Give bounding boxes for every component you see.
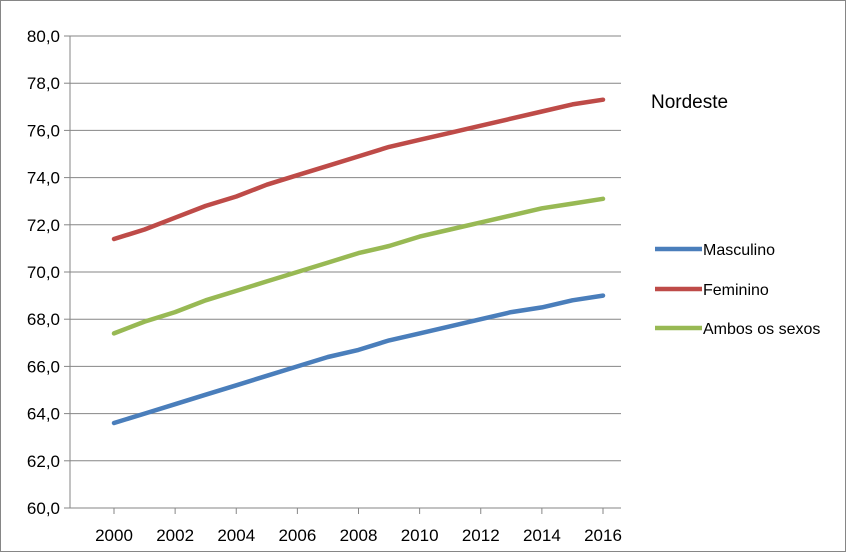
legend-label-feminino: Feminino bbox=[703, 282, 769, 299]
y-tick-label: 70,0 bbox=[27, 263, 60, 282]
y-tick-label: 80,0 bbox=[27, 27, 60, 46]
series-lines bbox=[111, 97, 606, 426]
y-tick-label: 60,0 bbox=[27, 499, 60, 518]
legend: Masculino Feminino Ambos os sexos bbox=[655, 242, 820, 338]
x-tick-label: 2002 bbox=[156, 526, 194, 545]
region-annotation: Nordeste bbox=[651, 92, 728, 113]
series-line-feminino bbox=[111, 97, 606, 242]
legend-label-ambos-os-sexos: Ambos os sexos bbox=[703, 321, 820, 338]
y-tick-label: 76,0 bbox=[27, 121, 60, 140]
y-tick-label: 64,0 bbox=[27, 405, 60, 424]
y-tick-label: 68,0 bbox=[27, 310, 60, 329]
x-tick-label: 2012 bbox=[462, 526, 500, 545]
axes bbox=[64, 35, 621, 514]
y-tick-labels: 60,0 62,0 64,0 66,0 68,0 70,0 72,0 74,0 76,0 78,0… bbox=[27, 27, 60, 518]
y-tick-label: 72,0 bbox=[27, 216, 60, 235]
series-line-ambos-os-sexos bbox=[111, 196, 606, 336]
series-line-masculino bbox=[111, 293, 606, 426]
x-tick-label: 2016 bbox=[584, 526, 622, 545]
y-tick-label: 66,0 bbox=[27, 357, 60, 376]
x-tick-label: 2014 bbox=[523, 526, 561, 545]
grid-lines bbox=[70, 35, 621, 462]
y-tick-label: 74,0 bbox=[27, 169, 60, 188]
x-tick-label: 2006 bbox=[278, 526, 316, 545]
y-tick-label: 62,0 bbox=[27, 452, 60, 471]
legend-label-masculino: Masculino bbox=[703, 242, 775, 259]
x-tick-label: 2008 bbox=[340, 526, 378, 545]
x-tick-labels: 2000 2002 2004 2006 2008 2010 2012 2014 2016 bbox=[95, 526, 622, 545]
x-tick-label: 2010 bbox=[401, 526, 439, 545]
x-tick-label: 2000 bbox=[95, 526, 133, 545]
y-tick-label: 78,0 bbox=[27, 74, 60, 93]
x-tick-label: 2004 bbox=[217, 526, 255, 545]
